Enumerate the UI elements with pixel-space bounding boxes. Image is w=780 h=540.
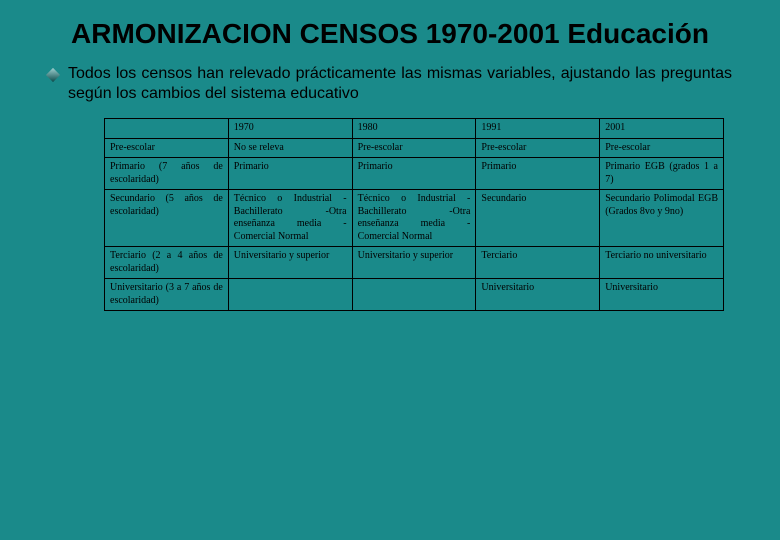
table-header-cell: 2001 [600,119,724,139]
table-row: Universitario (3 a 7 años de escolaridad… [105,279,724,311]
table-cell: Pre-escolar [476,138,600,158]
table-cell: Secundario (5 años de escolaridad) [105,190,229,247]
table-row: Primario (7 años de escolaridad) Primari… [105,158,724,190]
table-cell: Pre-escolar [105,138,229,158]
table-row: Terciario (2 a 4 años de escolaridad) Un… [105,247,724,279]
table-cell: Primario [228,158,352,190]
table-header-cell [105,119,229,139]
table-cell: Universitario (3 a 7 años de escolaridad… [105,279,229,311]
table-cell [228,279,352,311]
slide-title: ARMONIZACION CENSOS 1970-2001 Educación [48,18,732,50]
table-header-cell: 1970 [228,119,352,139]
bullet-icon [46,68,60,82]
table-cell: Secundario [476,190,600,247]
table-cell: Terciario no universitario [600,247,724,279]
slide: ARMONIZACION CENSOS 1970-2001 Educación … [0,0,780,540]
table-cell: Primario EGB (grados 1 a 7) [600,158,724,190]
table-header-cell: 1991 [476,119,600,139]
table-cell: Pre-escolar [600,138,724,158]
table-container: 1970 1980 1991 2001 Pre-escolar No se re… [48,118,732,311]
table-row: Secundario (5 años de escolaridad) Técni… [105,190,724,247]
table-cell: Primario (7 años de escolaridad) [105,158,229,190]
table-cell: Terciario (2 a 4 años de escolaridad) [105,247,229,279]
table-header-row: 1970 1980 1991 2001 [105,119,724,139]
table-cell: Secundario Polimodal EGB (Grados 8vo y 9… [600,190,724,247]
table-cell: Universitario [600,279,724,311]
table-cell: Técnico o Industrial -Bachillerato -Otra… [228,190,352,247]
census-table: 1970 1980 1991 2001 Pre-escolar No se re… [104,118,724,311]
table-cell: Universitario y superior [352,247,476,279]
table-header-cell: 1980 [352,119,476,139]
bullet-text: Todos los censos han relevado prácticame… [68,64,732,104]
table-cell: Terciario [476,247,600,279]
table-cell: Primario [352,158,476,190]
table-row: Pre-escolar No se releva Pre-escolar Pre… [105,138,724,158]
bullet-row: Todos los censos han relevado prácticame… [48,64,732,104]
table-cell: Universitario [476,279,600,311]
table-cell: Técnico o Industrial -Bachillerato -Otra… [352,190,476,247]
table-cell: Primario [476,158,600,190]
table-cell [352,279,476,311]
table-cell: Universitario y superior [228,247,352,279]
table-cell: Pre-escolar [352,138,476,158]
table-cell: No se releva [228,138,352,158]
